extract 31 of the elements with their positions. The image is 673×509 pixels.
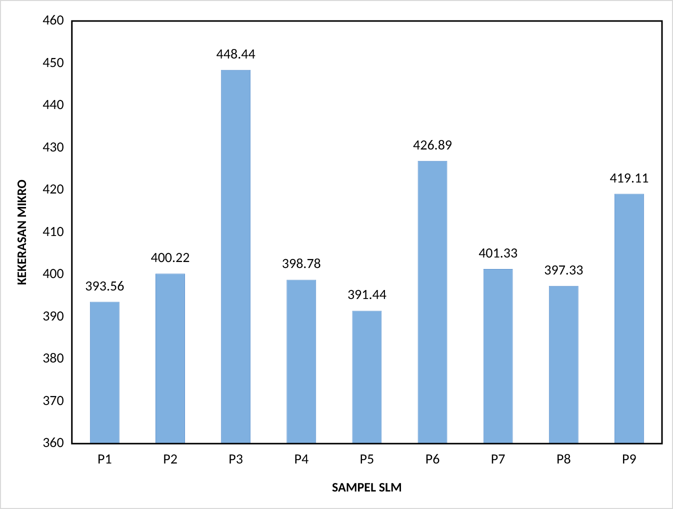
data-label: 397.33	[544, 261, 584, 278]
y-axis-title: KEKERASAN MIKRO	[15, 179, 30, 285]
y-tick-label: 360	[42, 434, 64, 452]
x-tick-label: P8	[556, 450, 571, 468]
y-tick-label: 380	[42, 350, 64, 367]
x-axis-title: SAMPEL SLM	[332, 480, 402, 496]
data-label: 419.11	[610, 169, 649, 186]
data-label: 391.44	[347, 286, 386, 304]
x-tick-label: P4	[294, 450, 309, 468]
y-tick-label: 440	[42, 96, 64, 114]
data-label: 426.89	[413, 136, 452, 154]
y-tick-label: 460	[42, 12, 64, 28]
x-tick-label: P7	[490, 450, 506, 468]
data-label: 393.56	[85, 277, 124, 294]
y-tick-label: 450	[42, 54, 64, 71]
y-tick-label: 430	[42, 138, 64, 156]
y-tick-label: 390	[42, 307, 64, 324]
data-label: 448.44	[216, 45, 256, 62]
x-tick-label: P2	[163, 450, 178, 468]
data-label: 400.22	[150, 249, 190, 266]
x-tick-label: P6	[425, 450, 440, 468]
data-label: 398.78	[282, 255, 321, 272]
y-tick-label: 370	[42, 392, 64, 409]
x-tick-label: P5	[360, 450, 374, 468]
y-tick-label: 400	[42, 265, 64, 282]
data-label: 401.33	[478, 244, 518, 262]
x-tick-label: P9	[622, 450, 636, 468]
y-tick-label: 420	[42, 180, 64, 198]
x-tick-label: P1	[98, 450, 112, 468]
x-tick-label: P3	[228, 450, 243, 468]
y-tick-label: 410	[42, 222, 64, 240]
